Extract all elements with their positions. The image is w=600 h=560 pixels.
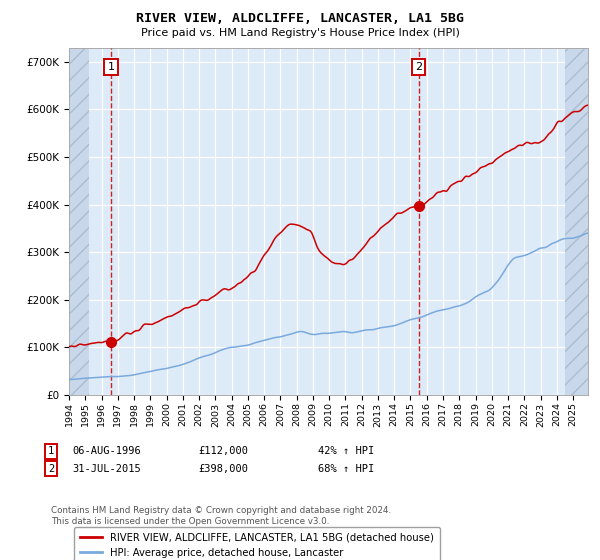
Text: 06-AUG-1996: 06-AUG-1996	[72, 446, 141, 456]
Text: RIVER VIEW, ALDCLIFFE, LANCASTER, LA1 5BG: RIVER VIEW, ALDCLIFFE, LANCASTER, LA1 5B…	[136, 12, 464, 25]
Text: 31-JUL-2015: 31-JUL-2015	[72, 464, 141, 474]
Text: £112,000: £112,000	[198, 446, 248, 456]
Text: 2: 2	[48, 464, 54, 474]
Text: £398,000: £398,000	[198, 464, 248, 474]
Legend: RIVER VIEW, ALDCLIFFE, LANCASTER, LA1 5BG (detached house), HPI: Average price, : RIVER VIEW, ALDCLIFFE, LANCASTER, LA1 5B…	[74, 526, 440, 560]
Text: Price paid vs. HM Land Registry's House Price Index (HPI): Price paid vs. HM Land Registry's House …	[140, 28, 460, 38]
Text: 1: 1	[107, 62, 115, 72]
Text: 2: 2	[415, 62, 422, 72]
Bar	[565, 48, 588, 395]
Text: 1: 1	[48, 446, 54, 456]
Text: Contains HM Land Registry data © Crown copyright and database right 2024.: Contains HM Land Registry data © Crown c…	[51, 506, 391, 515]
Text: 68% ↑ HPI: 68% ↑ HPI	[318, 464, 374, 474]
Text: This data is licensed under the Open Government Licence v3.0.: This data is licensed under the Open Gov…	[51, 517, 329, 526]
Text: 42% ↑ HPI: 42% ↑ HPI	[318, 446, 374, 456]
Bar	[69, 48, 89, 395]
